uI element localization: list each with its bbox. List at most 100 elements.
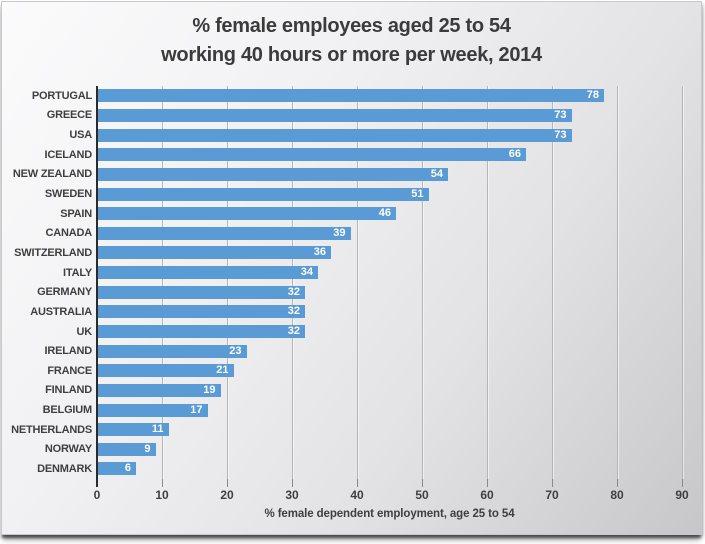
bar-value-label: 17 bbox=[190, 403, 203, 416]
bar-value-label: 6 bbox=[124, 462, 131, 475]
tick-mark bbox=[617, 479, 618, 487]
bar-value-label: 36 bbox=[313, 246, 326, 259]
chart-title-line1: % female employees aged 25 to 54 bbox=[192, 15, 511, 37]
bar: 39 bbox=[97, 226, 351, 240]
bar: 66 bbox=[97, 148, 526, 162]
x-axis-label: % female dependent employment, age 25 to… bbox=[264, 508, 515, 520]
tick-mark bbox=[227, 479, 228, 487]
bar-row: 32 bbox=[97, 322, 682, 342]
value-axis: 0 10 20 30 40 50 60 70 80 90 bbox=[94, 488, 689, 503]
bar-row: 19 bbox=[97, 381, 682, 401]
category-label: PORTUGAL bbox=[31, 89, 92, 102]
bar: 36 bbox=[97, 246, 331, 260]
bar-value-label: 51 bbox=[411, 187, 424, 200]
bar-value-label: 11 bbox=[151, 423, 164, 436]
bar: 11 bbox=[97, 423, 169, 437]
tick-label: 80 bbox=[610, 488, 624, 502]
bar: 21 bbox=[97, 364, 234, 378]
category-label: NEW ZEALAND bbox=[12, 168, 92, 181]
category-label: CANADA bbox=[45, 227, 93, 240]
category-label: ITALY bbox=[63, 266, 92, 279]
tick-label: 70 bbox=[545, 488, 559, 502]
tick-mark bbox=[682, 479, 683, 487]
bar-value-label: 73 bbox=[554, 128, 567, 141]
bar-value-label: 32 bbox=[287, 285, 300, 298]
tick-mark bbox=[487, 479, 488, 487]
bar-row: 21 bbox=[97, 361, 682, 381]
category-label: ICELAND bbox=[44, 148, 93, 161]
chart-title: % female employees aged 25 to 54 working… bbox=[2, 12, 701, 70]
bar-row: 32 bbox=[97, 302, 682, 322]
tick-mark bbox=[292, 479, 293, 487]
bar-row: 23 bbox=[97, 341, 682, 361]
category-label: FRANCE bbox=[47, 364, 92, 377]
category-label: DENMARK bbox=[37, 462, 92, 475]
plot-area: 78 73 73 66 54 51 46 39 36 34 32 32 32 23 21 19 17 11 9 6 bbox=[96, 86, 683, 487]
category-label: GREECE bbox=[46, 109, 92, 122]
bar: 46 bbox=[97, 207, 396, 221]
bar-value-label: 32 bbox=[287, 305, 300, 318]
bar: 17 bbox=[97, 403, 208, 417]
bar-row: 39 bbox=[97, 223, 682, 243]
bar-row: 46 bbox=[97, 204, 682, 224]
bar-row: 73 bbox=[97, 125, 682, 145]
bar-value-label: 73 bbox=[554, 108, 567, 121]
tick-mark bbox=[552, 479, 553, 487]
bar-value-label: 19 bbox=[203, 383, 216, 396]
chart-frame: % female employees aged 25 to 54 working… bbox=[1, 1, 702, 535]
bar-value-label: 21 bbox=[216, 364, 229, 377]
tick-mark bbox=[357, 479, 358, 487]
y-axis-line bbox=[96, 86, 98, 487]
category-axis: PORTUGAL GREECE USA ICELAND NEW ZEALAND SWEDE… bbox=[8, 86, 92, 479]
category-label: NORWAY bbox=[44, 443, 92, 456]
bar-row: 66 bbox=[97, 145, 682, 165]
tick-mark bbox=[162, 479, 163, 487]
bar-value-label: 34 bbox=[300, 266, 313, 279]
category-label: SWITZERLAND bbox=[14, 246, 92, 259]
category-label: IRELAND bbox=[44, 345, 93, 358]
tick-label: 30 bbox=[285, 488, 299, 502]
bar-value-label: 23 bbox=[229, 344, 242, 357]
gridline bbox=[617, 86, 618, 479]
bar-value-label: 66 bbox=[508, 148, 521, 161]
bar-row: 73 bbox=[97, 106, 682, 126]
category-label: AUSTRALIA bbox=[30, 305, 92, 318]
category-label: GERMANY bbox=[37, 286, 92, 299]
bar-row: 51 bbox=[97, 184, 682, 204]
category-label: UK bbox=[76, 325, 93, 338]
gridline bbox=[487, 86, 488, 479]
bar: 32 bbox=[97, 285, 305, 299]
gridline bbox=[162, 86, 163, 479]
gridline bbox=[422, 86, 423, 479]
bar: 32 bbox=[97, 305, 305, 319]
bar-row: 36 bbox=[97, 243, 682, 263]
category-label: BELGIUM bbox=[42, 404, 93, 417]
bar-row: 32 bbox=[97, 282, 682, 302]
bar: 54 bbox=[97, 167, 448, 181]
tick-mark bbox=[422, 479, 423, 487]
bar: 73 bbox=[97, 128, 572, 142]
bar: 23 bbox=[97, 344, 247, 358]
tick-label: 40 bbox=[350, 488, 364, 502]
tick-label: 90 bbox=[675, 488, 689, 502]
gridline bbox=[357, 86, 358, 479]
bar-row: 6 bbox=[97, 459, 682, 479]
bar-value-label: 46 bbox=[378, 207, 391, 220]
bar-row: 78 bbox=[97, 86, 682, 106]
tick-label: 20 bbox=[220, 488, 234, 502]
tick-label: 50 bbox=[415, 488, 429, 502]
bar-value-label: 54 bbox=[430, 167, 443, 180]
bar: 19 bbox=[97, 383, 221, 397]
bar: 6 bbox=[97, 462, 136, 476]
bar-row: 54 bbox=[97, 165, 682, 185]
bar: 73 bbox=[97, 108, 572, 122]
category-label: FINLAND bbox=[45, 384, 92, 397]
tick-label: 10 bbox=[155, 488, 169, 502]
gridline bbox=[552, 86, 553, 479]
bar-value-label: 9 bbox=[144, 442, 151, 455]
bar: 9 bbox=[97, 442, 156, 456]
bar-value-label: 78 bbox=[586, 89, 599, 102]
category-label: SWEDEN bbox=[44, 188, 92, 201]
bar-row: 11 bbox=[97, 420, 682, 440]
